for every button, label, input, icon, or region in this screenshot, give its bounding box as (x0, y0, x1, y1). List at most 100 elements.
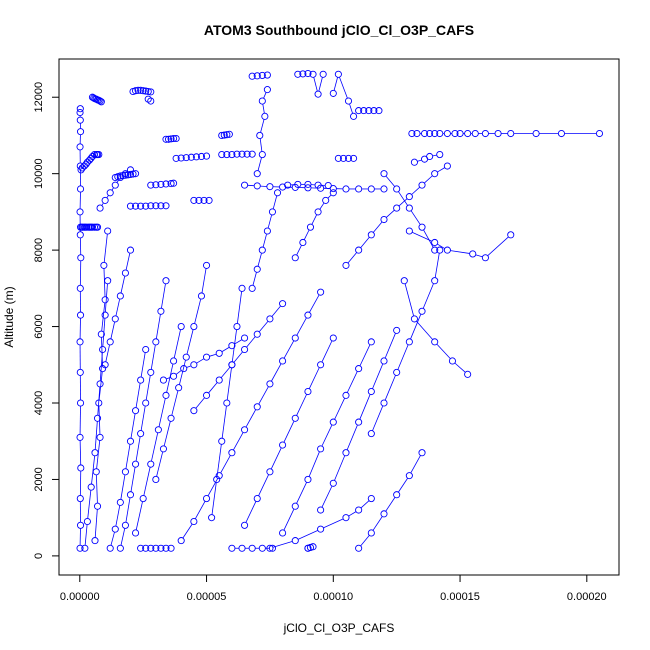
data-point (314, 90, 322, 98)
data-point (291, 334, 299, 342)
data-point (152, 202, 160, 210)
series-segment (94, 421, 98, 450)
series-segment (272, 195, 278, 209)
data-point (258, 97, 266, 105)
data-point (248, 284, 256, 292)
data-point (263, 227, 271, 235)
data-point (291, 537, 299, 545)
series-segment (130, 467, 136, 492)
series-segment (283, 509, 295, 531)
data-point (90, 223, 99, 231)
data-point (137, 430, 145, 438)
data-point (76, 208, 84, 216)
series-segment (303, 229, 310, 240)
data-point (132, 407, 140, 415)
data-point (507, 129, 515, 138)
data-point (304, 475, 312, 483)
data-point (100, 261, 108, 269)
series-segment (91, 455, 96, 484)
data-point (443, 129, 451, 138)
series-segment (220, 455, 231, 473)
data-point (418, 449, 426, 457)
data-point (95, 399, 103, 407)
data-point (157, 307, 165, 315)
data-point (208, 514, 216, 522)
data-point (190, 323, 198, 331)
data-point (304, 184, 312, 192)
data-point (76, 105, 84, 113)
data-point (507, 231, 515, 239)
series-segment (233, 351, 243, 363)
series-segment (319, 202, 325, 210)
data-point (342, 185, 350, 193)
data-point (87, 483, 95, 491)
data-point (418, 223, 426, 231)
data-point (279, 529, 287, 537)
series-segment (258, 386, 269, 405)
data-point (238, 284, 246, 292)
series-segment (245, 501, 257, 523)
data-point (317, 445, 325, 453)
series-segment (258, 474, 269, 496)
series-segment (196, 358, 204, 364)
series-points (76, 69, 604, 552)
series-segment (166, 364, 174, 393)
series-segment (195, 501, 206, 519)
data-point (304, 180, 312, 188)
data-point (443, 162, 451, 170)
series-segment (321, 340, 333, 362)
data-point (162, 277, 170, 285)
data-point (291, 502, 299, 510)
series-segment (104, 283, 108, 312)
data-point (95, 151, 103, 159)
data-point (137, 202, 145, 210)
series-segment (103, 268, 106, 297)
data-point (83, 158, 91, 166)
data-point (253, 170, 261, 178)
data-point (365, 107, 373, 115)
data-point (248, 544, 256, 552)
data-point (367, 430, 375, 438)
data-point (405, 193, 413, 201)
series-segment (333, 77, 338, 91)
series-segment (103, 234, 108, 263)
data-point (393, 491, 401, 499)
data-point (426, 129, 434, 138)
data-point (116, 173, 124, 182)
data-point (152, 544, 160, 552)
data-point (451, 129, 459, 138)
data-point (182, 154, 190, 162)
series-lines (79, 77, 597, 549)
series-segment (296, 394, 307, 416)
data-point (405, 338, 413, 346)
series-segment (475, 254, 483, 258)
data-point (215, 376, 223, 384)
chart-title: ATOM3 Southbound jClO_Cl_O3P_CAFS (204, 22, 474, 38)
data-point (91, 537, 99, 545)
data-point (367, 231, 375, 239)
series-segment (246, 336, 256, 348)
data-point (360, 107, 368, 115)
data-point (355, 107, 363, 115)
series-segment (259, 321, 269, 332)
series-segment (110, 532, 115, 546)
data-point (367, 495, 375, 503)
series-segment (487, 236, 509, 256)
series-segment (135, 383, 141, 408)
data-point (170, 357, 178, 365)
series-segment (207, 478, 218, 496)
data-point (248, 72, 256, 80)
data-point (104, 227, 112, 235)
data-point (96, 97, 104, 105)
data-point (202, 152, 211, 160)
data-point (223, 131, 231, 139)
data-point (248, 150, 256, 158)
series-segment (262, 234, 267, 248)
data-point (190, 361, 198, 369)
series-segment (272, 541, 293, 548)
data-point (317, 506, 325, 514)
series-segment (373, 221, 383, 233)
data-point (87, 154, 95, 162)
data-point (253, 265, 261, 273)
